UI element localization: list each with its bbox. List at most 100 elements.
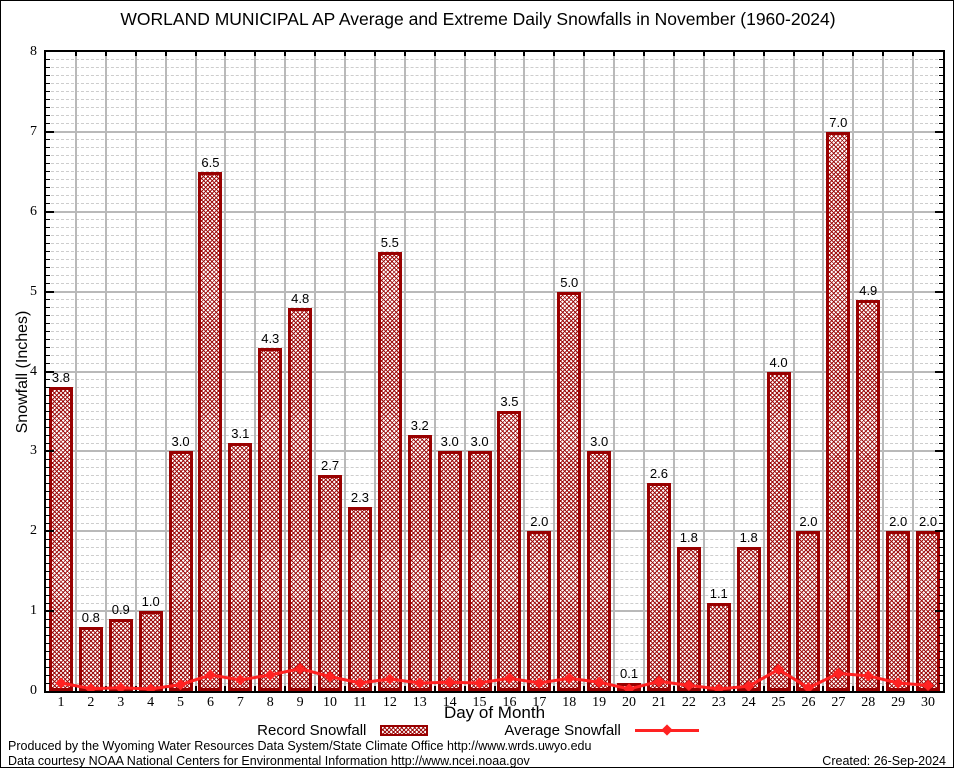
y-minor-tick	[939, 259, 943, 261]
vertical-gridline	[822, 52, 825, 691]
x-tick-label: 4	[147, 695, 155, 710]
x-tick-label: 30	[921, 695, 936, 710]
y-minor-tick	[46, 227, 50, 229]
y-minor-tick	[46, 538, 50, 540]
y-minor-tick	[939, 147, 943, 149]
y-minor-tick	[939, 91, 943, 93]
record-snowfall-bar	[377, 251, 402, 691]
footer-data-courtesy: Data courtesy NOAA National Centers for …	[8, 754, 530, 768]
y-minor-tick	[939, 339, 943, 341]
x-top-tick	[433, 52, 436, 56]
x-tick-label: 5	[177, 695, 185, 710]
y-major-tick	[46, 370, 54, 373]
x-bottom-tick	[672, 686, 675, 691]
y-minor-tick	[46, 458, 50, 460]
y-minor-tick	[939, 538, 943, 540]
x-tick-label: 18	[562, 695, 577, 710]
y-minor-tick	[939, 123, 943, 125]
x-top-tick	[643, 52, 645, 56]
y-minor-tick	[939, 410, 943, 412]
y-minor-tick	[46, 658, 50, 660]
record-snowfall-bar	[258, 347, 283, 691]
y-minor-tick	[939, 498, 943, 500]
x-tick-label: 1	[57, 695, 65, 710]
y-minor-tick	[939, 275, 943, 277]
x-bottom-tick	[344, 686, 346, 691]
y-minor-tick	[939, 163, 943, 165]
bar-value-label: 1.8	[739, 530, 758, 546]
vertical-gridline	[912, 52, 915, 691]
y-minor-tick	[46, 666, 50, 668]
y-minor-tick	[46, 490, 50, 492]
record-snowfall-bar	[138, 611, 163, 691]
y-minor-tick	[46, 402, 50, 404]
y-minor-tick	[939, 578, 943, 580]
x-tick-label: 6	[206, 695, 214, 710]
y-minor-tick	[46, 83, 50, 85]
y-minor-tick	[46, 682, 50, 684]
vertical-gridline	[732, 52, 735, 691]
y-minor-tick	[939, 227, 943, 229]
vertical-gridline	[583, 52, 586, 691]
record-snowfall-bar	[826, 131, 851, 691]
legend: Record Snowfall Average Snowfall	[1, 722, 953, 739]
bar-value-label: 3.0	[470, 434, 489, 450]
y-minor-tick	[46, 267, 50, 269]
y-minor-tick	[939, 267, 943, 269]
y-minor-tick	[939, 67, 943, 69]
y-minor-tick	[46, 243, 50, 245]
y-minor-tick	[46, 546, 50, 548]
x-bottom-tick	[882, 686, 885, 691]
y-major-tick	[935, 290, 943, 293]
x-bottom-tick	[164, 686, 167, 691]
y-major-tick	[46, 130, 54, 133]
x-tick-label: 13	[412, 695, 427, 710]
y-minor-tick	[939, 235, 943, 237]
legend-average-label: Average Snowfall	[504, 722, 621, 739]
y-minor-tick	[46, 259, 50, 261]
vertical-gridline	[643, 52, 645, 691]
x-bottom-tick	[104, 686, 107, 691]
y-minor-tick	[939, 570, 943, 572]
x-tick-label: 24	[741, 695, 756, 710]
record-snowfall-bar	[676, 547, 701, 691]
y-minor-tick	[46, 339, 50, 341]
y-minor-tick	[939, 83, 943, 85]
x-top-tick	[314, 52, 317, 56]
y-minor-tick	[46, 275, 50, 277]
y-minor-tick	[46, 514, 50, 516]
bar-value-label: 2.0	[530, 514, 549, 530]
bar-value-label: 4.0	[769, 354, 788, 370]
x-top-tick	[373, 52, 376, 56]
y-major-tick	[46, 290, 54, 293]
legend-record-label: Record Snowfall	[257, 722, 367, 739]
y-minor-tick	[939, 394, 943, 396]
y-minor-tick	[46, 586, 50, 588]
y-minor-tick	[939, 59, 943, 61]
y-minor-tick	[939, 546, 943, 548]
y-minor-tick	[46, 378, 50, 380]
x-tick-label: 3	[117, 695, 125, 710]
y-minor-tick	[46, 578, 50, 580]
y-minor-tick	[939, 331, 943, 333]
x-tick-label: 20	[622, 695, 637, 710]
bar-value-label: 3.0	[171, 434, 190, 450]
bar-value-label: 2.0	[799, 514, 818, 530]
y-minor-tick	[939, 642, 943, 644]
y-minor-tick	[46, 147, 50, 149]
x-top-tick	[284, 52, 287, 56]
y-minor-tick	[939, 482, 943, 484]
x-bottom-tick	[762, 686, 765, 691]
y-minor-tick	[939, 243, 943, 245]
y-tick-label: 2	[30, 523, 37, 539]
x-tick-label: 16	[502, 695, 517, 710]
y-minor-tick	[46, 442, 50, 444]
y-minor-tick	[46, 307, 50, 309]
y-minor-tick	[46, 331, 50, 333]
vertical-gridline	[164, 52, 167, 691]
y-minor-tick	[939, 674, 943, 676]
y-minor-tick	[939, 107, 943, 109]
x-bottom-tick	[732, 686, 735, 691]
y-minor-tick	[46, 107, 50, 109]
x-top-tick	[224, 52, 227, 56]
